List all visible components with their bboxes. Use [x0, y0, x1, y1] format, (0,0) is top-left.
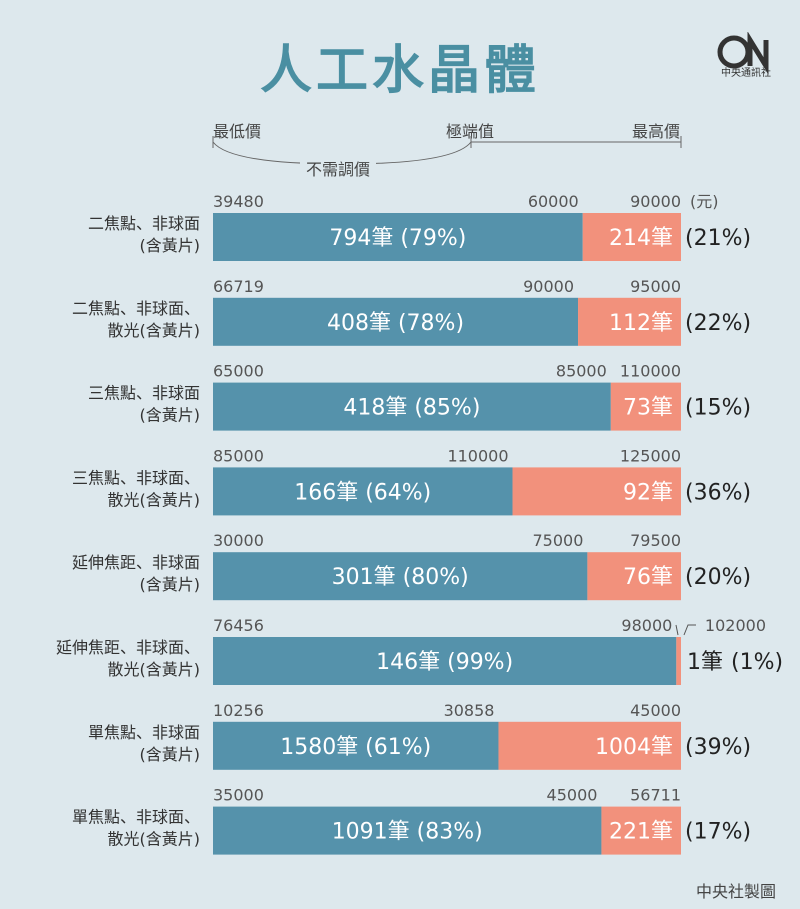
- blue-count-label: 301筆 (80%): [332, 565, 469, 590]
- legend-min-label: 最低價: [213, 122, 262, 141]
- max-price-label: 56711: [630, 786, 681, 805]
- logo-text: 中央通訊社: [721, 68, 771, 79]
- blue-count-label: 146筆 (99%): [376, 650, 513, 675]
- min-price-label: 85000: [213, 446, 264, 465]
- red-pct-label: (36%): [685, 480, 751, 505]
- bar-no-adjust: [213, 637, 677, 685]
- red-pct-label: (15%): [685, 396, 751, 421]
- extreme-price-label: 75000: [532, 531, 583, 550]
- bar-extreme: [512, 467, 681, 516]
- category-label: (含黃片): [140, 745, 201, 764]
- bar-no-adjust: [213, 213, 583, 261]
- page-title: 人工水晶體: [259, 41, 540, 101]
- chart-area: 二焦點、非球面 (含黃片) 39480 60000 90000 (元) 794筆 (79%)…: [56, 192, 783, 855]
- category-label: 延伸焦距、非球面、: [56, 638, 200, 657]
- category-label: 三焦點、非球面、: [72, 468, 200, 487]
- red-count-label: 112筆: [609, 311, 673, 336]
- blue-count-label: 418筆 (85%): [343, 396, 480, 421]
- category-label: (含黃片): [140, 575, 201, 594]
- blue-count-label: 1091筆 (83%): [332, 820, 483, 845]
- bar-extreme: [601, 806, 681, 855]
- min-price-label: 30000: [213, 531, 264, 550]
- blue-count-label: 1580筆 (61%): [280, 735, 431, 760]
- red-pct-label: (22%): [685, 311, 751, 336]
- legend: 最低價 極端值 最高價 不需調價: [0, 112, 800, 182]
- red-pct-label: (39%): [685, 735, 751, 760]
- red-pct-label: (17%): [685, 820, 751, 845]
- bar-extreme: [610, 382, 681, 431]
- min-price-label: 35000: [213, 786, 264, 805]
- cna-logo-icon: [717, 32, 769, 75]
- legend-no-adjust-label: 不需調價: [300, 156, 377, 180]
- category-label: 三焦點、非球面: [88, 384, 200, 403]
- extreme-price-label: 60000: [528, 192, 579, 211]
- bar-no-adjust: [213, 297, 579, 346]
- bar-extreme: [582, 213, 681, 261]
- extreme-price-label: 45000: [547, 786, 598, 805]
- category-label: 單焦點、非球面、: [72, 808, 200, 827]
- extreme-price-label: 98000: [621, 616, 672, 635]
- red-pct-label: (21%): [685, 226, 751, 251]
- category-label: 延伸焦距、非球面: [72, 553, 200, 572]
- red-count-label: 1筆: [687, 650, 723, 675]
- bar-no-adjust: [213, 552, 588, 601]
- bar-no-adjust: [213, 382, 611, 431]
- max-price-label: 125000: [620, 446, 681, 465]
- min-price-label: 65000: [213, 362, 264, 381]
- min-price-label: 66719: [213, 277, 264, 296]
- bar-no-adjust: [213, 467, 513, 516]
- bar-extreme: [587, 552, 681, 601]
- min-price-label: 39480: [213, 192, 264, 211]
- max-price-label: 79500: [630, 531, 681, 550]
- max-price-label: 45000: [630, 701, 681, 720]
- extreme-price-label: 85000: [556, 362, 607, 381]
- red-pct-label: (1%): [731, 650, 783, 675]
- category-label: 二焦點、非球面、: [72, 299, 200, 318]
- credit-text: 中央社製圖: [695, 882, 776, 901]
- legend-max-label: 最高價: [632, 122, 681, 141]
- bar-extreme: [676, 637, 681, 685]
- category-label: 二焦點、非球面: [88, 214, 200, 233]
- bar-no-adjust: [213, 806, 602, 855]
- red-pct-label: (20%): [685, 565, 751, 590]
- blue-count-label: 166筆 (64%): [294, 480, 431, 505]
- red-count-label: 76筆: [623, 565, 673, 590]
- bar-no-adjust: [213, 721, 499, 770]
- blue-count-label: 408筆 (78%): [327, 311, 464, 336]
- red-count-label: 214筆: [609, 226, 673, 251]
- blue-count-label: 794筆 (79%): [329, 226, 466, 251]
- bar-extreme: [498, 721, 681, 770]
- max-price-label: 90000: [630, 192, 681, 211]
- red-count-label: 221筆: [609, 820, 673, 845]
- category-label: (含黃片): [140, 236, 201, 255]
- category-label: 散光(含黃片): [108, 660, 201, 679]
- extreme-price-label: 110000: [447, 446, 508, 465]
- category-label: (含黃片): [140, 406, 201, 425]
- category-label: 單焦點、非球面: [88, 723, 200, 742]
- max-price-label: 102000: [705, 616, 766, 635]
- legend-brackets: [212, 136, 682, 165]
- legend-extreme-label: 極端值: [446, 122, 495, 141]
- max-price-label: 95000: [630, 277, 681, 296]
- pointer-line: [675, 624, 696, 636]
- category-label: 散光(含黃片): [108, 321, 201, 340]
- bar-extreme: [578, 297, 681, 346]
- min-price-label: 10256: [213, 701, 264, 720]
- extreme-price-label: 30858: [444, 701, 495, 720]
- red-count-label: 1004筆: [595, 735, 673, 760]
- red-count-label: 92筆: [623, 480, 673, 505]
- min-price-label: 76456: [213, 616, 264, 635]
- category-label: 散光(含黃片): [108, 830, 201, 849]
- red-count-label: 73筆: [623, 396, 673, 421]
- max-price-label: 110000: [620, 362, 681, 381]
- unit-label: (元): [690, 192, 719, 211]
- extreme-price-label: 90000: [523, 277, 574, 296]
- category-label: 散光(含黃片): [108, 490, 201, 509]
